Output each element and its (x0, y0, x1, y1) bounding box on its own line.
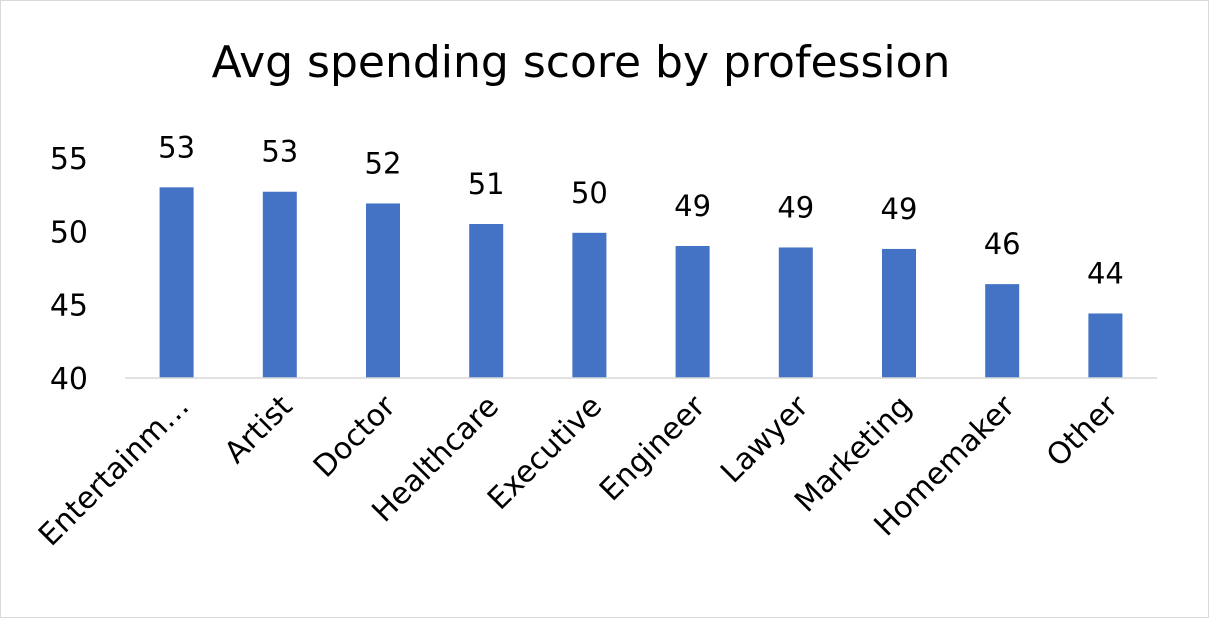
data-label: 49 (881, 192, 918, 226)
bar (572, 232, 607, 378)
data-label: 49 (777, 190, 814, 224)
bar (159, 187, 194, 378)
data-label: 53 (261, 135, 298, 169)
data-label: 53 (158, 130, 195, 164)
data-label: 44 (1087, 256, 1124, 290)
data-label: 52 (365, 146, 402, 180)
y-tick-label: 55 (50, 142, 88, 177)
chart-title: Avg spending score by profession (211, 37, 951, 88)
bar (469, 224, 504, 378)
x-tick-label: Artist (218, 389, 300, 471)
x-tick-label: Other (1040, 388, 1125, 473)
x-tick-label: Lawyer (714, 388, 816, 490)
data-label: 50 (571, 176, 608, 210)
y-tick-label: 50 (50, 215, 88, 250)
bar (262, 191, 297, 378)
x-tick-label: Entertainm… (32, 389, 196, 553)
bar (366, 203, 400, 378)
y-tick-label: 45 (50, 289, 88, 324)
bar (985, 284, 1020, 378)
bar (1088, 313, 1123, 378)
x-tick-label: Engineer (593, 388, 713, 508)
bar (778, 247, 813, 378)
y-tick-label: 40 (50, 362, 88, 397)
data-label: 51 (468, 167, 505, 201)
x-tick-label: Doctor (307, 388, 403, 484)
bar (675, 246, 710, 378)
bar (882, 248, 916, 378)
data-label: 46 (984, 227, 1021, 261)
data-label: 49 (674, 189, 711, 223)
